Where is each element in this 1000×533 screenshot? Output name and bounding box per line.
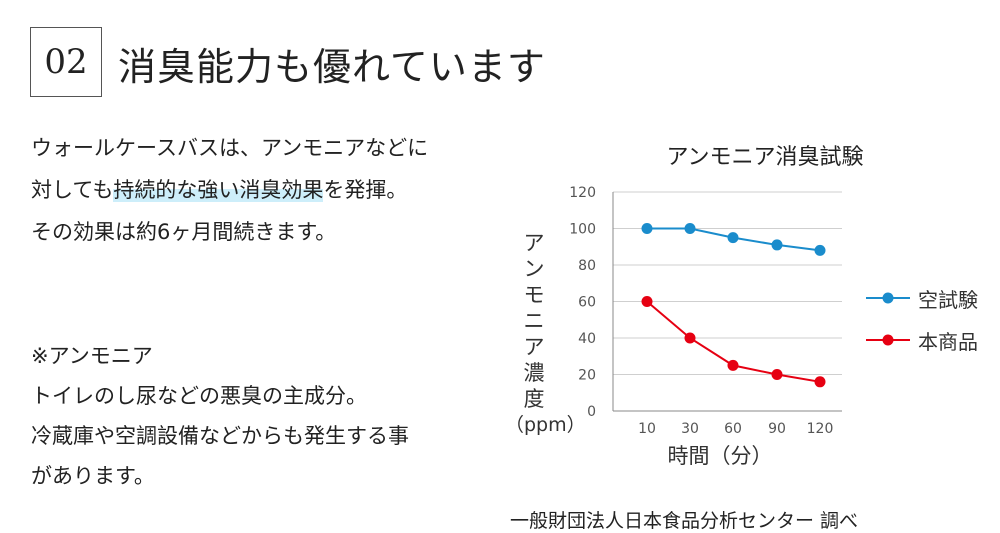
y-axis-label-char: 度	[523, 387, 545, 411]
series-0-point	[727, 232, 739, 244]
section-title: 消臭能力も優れています	[118, 45, 546, 89]
y-axis-label-char: ア	[523, 231, 545, 255]
ammonia-note: ※アンモニア トイレのし尿などの悪臭の主成分。 冷蔵庫や空調設備などからも発生す…	[31, 336, 409, 496]
source-credit: 一般財団法人日本食品分析センター 調べ	[510, 510, 859, 532]
x-tick-label: 30	[681, 421, 699, 437]
legend-swatch-product	[866, 334, 910, 346]
legend-swatch-blank-test	[866, 292, 910, 304]
y-tick-label: 40	[578, 331, 596, 347]
y-tick-label: 100	[569, 222, 596, 238]
description-line-2: 対しても持続的な強い消臭効果を発揮。	[31, 169, 428, 211]
legend-label-blank-test: 空試験	[918, 287, 978, 312]
series-0-point	[814, 244, 826, 256]
x-tick-label: 120	[807, 421, 834, 437]
description-line-1: ウォールケースバスは、アンモニアなどに	[31, 136, 429, 160]
y-axis-label-char: ア	[523, 335, 545, 359]
legend-marker	[882, 334, 894, 346]
x-axis-label: 時間（分）	[667, 444, 773, 468]
y-tick-label: 20	[578, 368, 596, 384]
series-1-point	[727, 359, 739, 371]
series-1-point	[641, 296, 653, 307]
note-line-4: があります。	[31, 464, 155, 488]
x-tick-label: 10	[638, 421, 656, 437]
series-0-point	[641, 223, 653, 234]
y-tick-label: 80	[578, 258, 596, 274]
description-line-3: その効果は約6ヶ月間続きます。	[31, 220, 337, 244]
section-number: 02	[30, 27, 102, 97]
series-1-point	[684, 332, 696, 344]
series-0-point	[684, 223, 696, 234]
series-1-point	[771, 369, 783, 380]
y-tick-label: 60	[578, 295, 596, 311]
series-1-point	[814, 376, 826, 388]
legend-label-product: 本商品	[918, 329, 978, 354]
description-line-2-post: を発揮。	[323, 178, 408, 202]
description: ウォールケースバスは、アンモニアなどに 対しても持続的な強い消臭効果を発揮。 そ…	[31, 127, 428, 253]
y-axis-label-char: モ	[523, 283, 545, 307]
y-axis-unit: （ppm）	[505, 414, 586, 436]
y-axis-label-char: 濃	[523, 361, 545, 385]
y-axis-label-char: ニ	[523, 309, 545, 333]
legend-item-blank-test: 空試験	[866, 277, 978, 319]
note-line-3: 冷蔵庫や空調設備などからも発生する事	[31, 424, 409, 448]
description-line-2-pre: 対しても	[31, 178, 114, 202]
chart-title: アンモニア消臭試験	[666, 145, 864, 170]
y-tick-label: 120	[569, 185, 596, 201]
note-line-2: トイレのし尿などの悪臭の主成分。	[31, 384, 367, 408]
description-highlight: 持続的な強い消臭効果	[113, 178, 324, 202]
legend-item-product: 本商品	[866, 319, 978, 361]
chart-legend: 空試験 本商品	[866, 277, 978, 361]
legend-marker	[882, 292, 894, 304]
y-tick-label: 0	[587, 404, 596, 420]
y-axis-label: ア ン モ ニ ア 濃 度	[520, 230, 548, 412]
x-tick-label: 90	[768, 421, 786, 437]
note-line-1: ※アンモニア	[31, 344, 153, 368]
x-tick-label: 60	[724, 421, 742, 437]
series-0-point	[771, 239, 783, 251]
y-axis-label-char: ン	[523, 257, 545, 281]
